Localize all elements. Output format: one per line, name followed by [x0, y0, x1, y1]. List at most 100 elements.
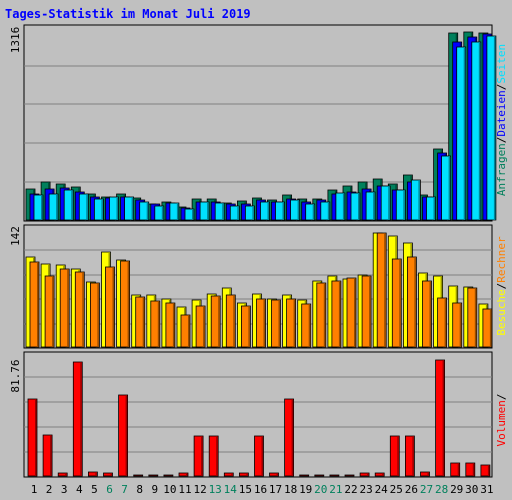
bar-rechner-undefined — [105, 266, 115, 348]
bar-rechner-undefined — [286, 298, 297, 348]
bar-seiten-21 — [335, 192, 346, 221]
x-tick-label-22: 22 — [344, 483, 357, 496]
bar-seiten-14 — [229, 205, 240, 221]
bar-rechner-undefined — [376, 232, 387, 348]
bar-shade — [474, 289, 477, 347]
x-tick-label-12: 12 — [193, 483, 206, 496]
bar-seiten-1 — [33, 194, 44, 221]
bar-volumen-undefined — [193, 435, 204, 477]
bar-shade — [399, 260, 401, 347]
x-tick-label-4: 4 — [76, 483, 83, 496]
legend-entry: Rechner — [495, 236, 508, 283]
bar-shade — [367, 474, 369, 476]
bar-shade — [95, 473, 97, 476]
bar-shade — [110, 474, 112, 476]
bar-shade — [493, 37, 496, 220]
legend-entry: Seiten — [495, 44, 508, 84]
y-max-label: 1316 — [9, 27, 22, 54]
bar-seiten-25 — [395, 189, 406, 221]
bar-seiten-2 — [48, 193, 59, 221]
bar-shade — [358, 194, 360, 220]
bar-shade — [354, 279, 356, 347]
bar-shade — [293, 300, 296, 347]
bar-seiten-9 — [154, 205, 165, 221]
bar-shade — [161, 207, 164, 220]
x-tick-label-26: 26 — [405, 483, 418, 496]
bar-shade — [186, 474, 188, 476]
bar-shade — [237, 207, 239, 220]
bar-rechner-undefined — [180, 314, 191, 348]
bar-shade — [414, 258, 416, 347]
bar-shade — [97, 284, 99, 347]
bar-rechner-undefined — [361, 275, 372, 348]
bar-shade — [203, 307, 205, 347]
bar-shade — [463, 48, 466, 220]
bar-shade — [384, 234, 386, 347]
bar-rechner-undefined — [482, 308, 493, 348]
bar-volumen-undefined — [72, 361, 83, 477]
bar-seiten-24 — [380, 185, 391, 221]
bar-rechner-undefined — [74, 271, 85, 348]
bar-shade — [308, 305, 311, 347]
bar-volumen-undefined — [208, 435, 219, 477]
bar-seiten-5 — [94, 198, 104, 221]
x-tick-label-19: 19 — [299, 483, 312, 496]
x-tick-label-11: 11 — [178, 483, 191, 496]
bar-shade — [312, 205, 315, 220]
bar-rechner-undefined — [316, 282, 327, 348]
bar-shade — [216, 437, 218, 476]
bar-shade — [487, 466, 490, 476]
bar-volumen-undefined — [163, 474, 174, 477]
bar-shade — [142, 298, 145, 347]
x-tick-label-31: 31 — [480, 483, 493, 496]
bar-shade — [116, 198, 118, 220]
bar-volumen-undefined — [359, 472, 370, 477]
bar-shade — [125, 396, 128, 476]
x-tick-label-18: 18 — [284, 483, 297, 496]
legend-entry: Anfragen — [495, 143, 508, 196]
bar-shade — [192, 210, 194, 220]
bar-rechner-undefined — [452, 302, 463, 348]
bar-shade — [222, 204, 224, 220]
x-tick-label-28: 28 — [435, 483, 448, 496]
bar-rechner-undefined — [301, 303, 312, 348]
chart-title: Tages-Statistik im Monat Juli 2019 — [5, 7, 251, 21]
bar-volumen-undefined — [223, 472, 234, 477]
bar-rechner-undefined — [467, 287, 478, 348]
bar-shade — [427, 473, 429, 476]
bar-volumen-undefined — [450, 462, 461, 477]
bar-volumen-undefined — [103, 472, 113, 477]
bar-shade — [263, 300, 265, 347]
chart-panels: 1316Anfragen/Dateien/Seiten142Besuche/Re… — [9, 24, 508, 478]
bar-shade — [369, 277, 371, 347]
bar-shade — [478, 43, 481, 220]
x-tick-label-10: 10 — [163, 483, 176, 496]
bar-rechner-undefined — [165, 302, 176, 348]
bar-seiten-12 — [199, 201, 210, 221]
x-tick-label-23: 23 — [359, 483, 372, 496]
bar-shade — [429, 282, 431, 347]
bar-volumen-undefined — [404, 435, 415, 477]
bar-rechner-undefined — [346, 277, 357, 348]
x-tick-label-25: 25 — [390, 483, 403, 496]
bar-shade — [472, 464, 475, 476]
bar-seiten-10 — [169, 202, 180, 221]
legend-entry: Besuche — [495, 289, 508, 335]
x-tick-label-29: 29 — [450, 483, 463, 496]
bar-volumen-undefined — [420, 471, 430, 477]
bar-seiten-31 — [486, 35, 497, 221]
bar-volumen-undefined — [148, 474, 159, 477]
bar-rechner-undefined — [195, 305, 206, 348]
bar-volumen-undefined — [133, 474, 144, 477]
bar-shade — [373, 193, 375, 220]
bar-shade — [418, 181, 420, 220]
bar-shade — [278, 301, 280, 347]
bar-shade — [131, 198, 134, 220]
bar-seiten-27 — [426, 196, 436, 221]
panel-frame-top — [23, 24, 493, 222]
bar-shade — [338, 282, 341, 347]
bar-volumen-undefined — [465, 462, 476, 477]
bar-shade — [41, 196, 43, 220]
bar-rechner-undefined — [90, 282, 100, 348]
